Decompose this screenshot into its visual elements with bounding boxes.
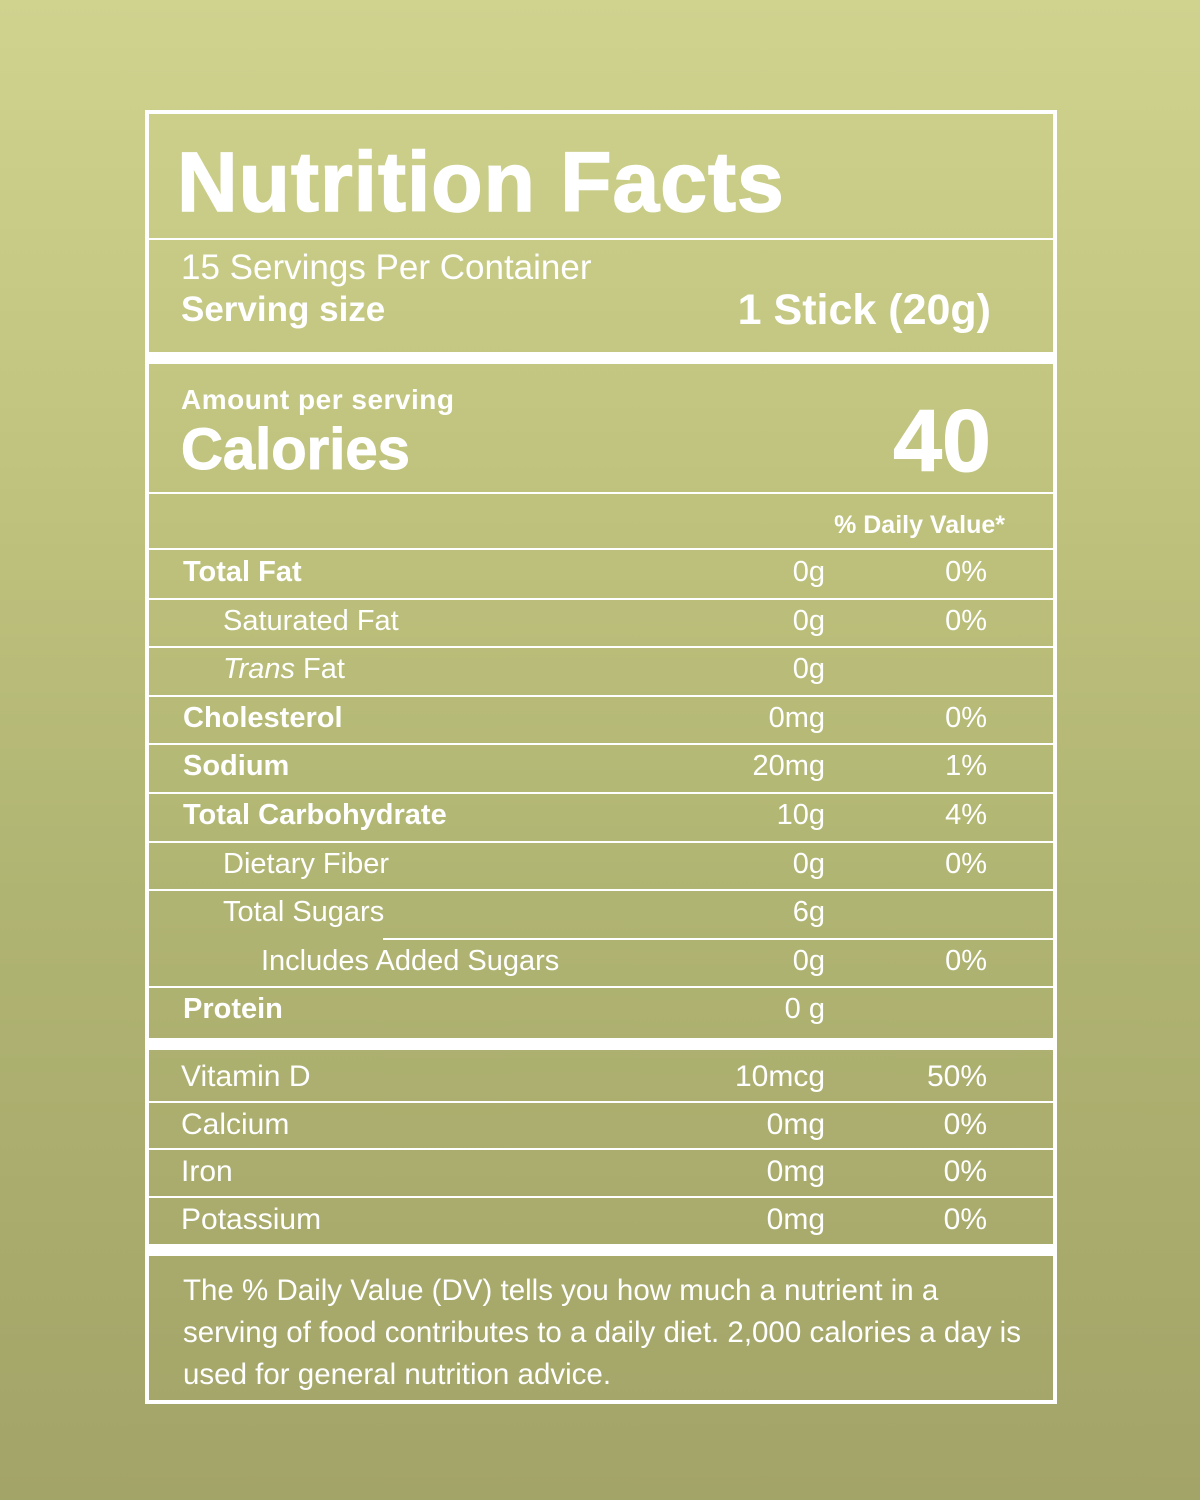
thick-divider: [149, 352, 1053, 364]
vitamin-daily-value: 0%: [943, 1107, 987, 1141]
amount-per-serving: Amount per serving: [181, 384, 455, 415]
nutrient-daily-value: 1%: [945, 750, 987, 783]
nutrient-amount: 10g: [776, 799, 825, 831]
nutrient-name-italic: Trans: [223, 653, 295, 686]
vitamin-daily-value: 50%: [926, 1060, 987, 1093]
vitamin-row: Vitamin D 10mcg 50%: [149, 1054, 1053, 1102]
nutrition-facts-label: Nutrition Facts 15 Servings Per Containe…: [145, 110, 1057, 1404]
vitamin-amount: 0mg: [766, 1155, 825, 1188]
nutrient-row: Total Fat 0g 0%: [149, 550, 1053, 598]
vitamin-name: Vitamin D: [181, 1060, 311, 1093]
nutrient-amount: 0g: [792, 604, 825, 637]
row-divider: [149, 646, 1053, 649]
vitamin-amount: 0mg: [766, 1107, 825, 1141]
serving-size-value: 1 Stick (20g): [737, 286, 991, 334]
nutrient-amount: 0mg: [768, 701, 825, 734]
vitamin-name: Potassium: [181, 1202, 322, 1236]
nutrient-amount: 0g: [792, 556, 825, 588]
nutrient-row: Trans Fat 0g: [149, 647, 1053, 695]
nutrient-name: Trans Fat: [223, 653, 345, 686]
serving-size-label: Serving size: [181, 290, 386, 329]
nutrient-row: Total Carbohydrate 10g 4%: [149, 793, 1053, 841]
row-divider: [149, 743, 1053, 746]
nutrient-amount: 20mg: [752, 750, 825, 783]
row-divider: [149, 889, 1053, 892]
row-divider: [383, 937, 1053, 940]
vitamin-row: Potassium 0mg 0%: [149, 1197, 1053, 1245]
nutrient-amount: 0 g: [784, 993, 825, 1026]
vitamin-amount: 0mg: [766, 1202, 825, 1236]
nutrient-row: Includes Added Sugars 0g 0%: [149, 939, 1053, 987]
row-divider: [149, 1100, 1053, 1103]
nutrient-name: Includes Added Sugars: [261, 944, 560, 977]
vitamin-name: Iron: [181, 1155, 233, 1188]
label-title: Nutrition Facts: [176, 134, 785, 230]
nutrient-name: Protein: [183, 993, 283, 1026]
row-divider: [149, 986, 1053, 989]
vitamin-row: Calcium 0mg 0%: [149, 1102, 1053, 1150]
nutrient-row: Saturated Fat 0g 0%: [149, 599, 1053, 647]
nutrient-daily-value: 0%: [945, 604, 987, 637]
vitamin-row: Iron 0mg 0%: [149, 1149, 1053, 1197]
divider: [149, 548, 1053, 550]
nutrient-name: Total Sugars: [223, 896, 385, 929]
nutrient-name: Dietary Fiber: [223, 847, 389, 880]
nutrient-row: Protein 0 g: [149, 987, 1053, 1035]
divider: [149, 238, 1053, 240]
row-divider: [149, 840, 1053, 843]
row-divider: [149, 694, 1053, 697]
daily-value-header: % Daily Value*: [834, 511, 1005, 539]
nutrient-amount: 6g: [792, 896, 825, 929]
nutrient-daily-value: 0%: [945, 944, 987, 977]
nutrient-amount: 0g: [792, 847, 825, 880]
calories-value: 40: [893, 391, 992, 491]
calories-label: Calories: [181, 417, 411, 483]
footnote: The % Daily Value (DV) tells you how muc…: [183, 1274, 1021, 1391]
vitamin-daily-value: 0%: [943, 1155, 987, 1188]
nutrient-amount: 0g: [792, 944, 825, 977]
vitamin-amount: 10mcg: [734, 1060, 825, 1093]
row-divider: [149, 597, 1053, 600]
vitamin-name: Calcium: [181, 1107, 290, 1141]
nutrient-name: Total Carbohydrate: [183, 799, 447, 831]
nutrient-daily-value: 4%: [945, 799, 987, 831]
nutrient-row: Total Sugars 6g: [149, 890, 1053, 938]
nutrient-amount: 0g: [792, 653, 825, 686]
row-divider: [149, 792, 1053, 794]
servings-per-container: 15 Servings Per Container: [181, 248, 592, 287]
row-divider: [149, 1148, 1053, 1150]
nutrient-row: Dietary Fiber 0g 0%: [149, 842, 1053, 890]
nutrient-daily-value: 0%: [945, 847, 987, 880]
nutrient-daily-value: 0%: [945, 556, 987, 588]
nutrient-name-rest: Fat: [294, 653, 345, 686]
nutrient-row: Cholesterol 0mg 0%: [149, 696, 1053, 744]
nutrient-name: Cholesterol: [183, 701, 343, 734]
nutrient-name: Saturated Fat: [223, 604, 399, 637]
divider: [149, 492, 1053, 494]
vitamin-daily-value: 0%: [943, 1202, 987, 1236]
nutrient-daily-value: 0%: [945, 701, 987, 734]
nutrient-row: Sodium 20mg 1%: [149, 744, 1053, 792]
nutrient-name: Sodium: [183, 750, 290, 783]
row-divider: [149, 1195, 1053, 1198]
nutrient-name: Total Fat: [183, 556, 302, 588]
thick-divider: [149, 1244, 1053, 1256]
thick-divider: [149, 1038, 1053, 1050]
